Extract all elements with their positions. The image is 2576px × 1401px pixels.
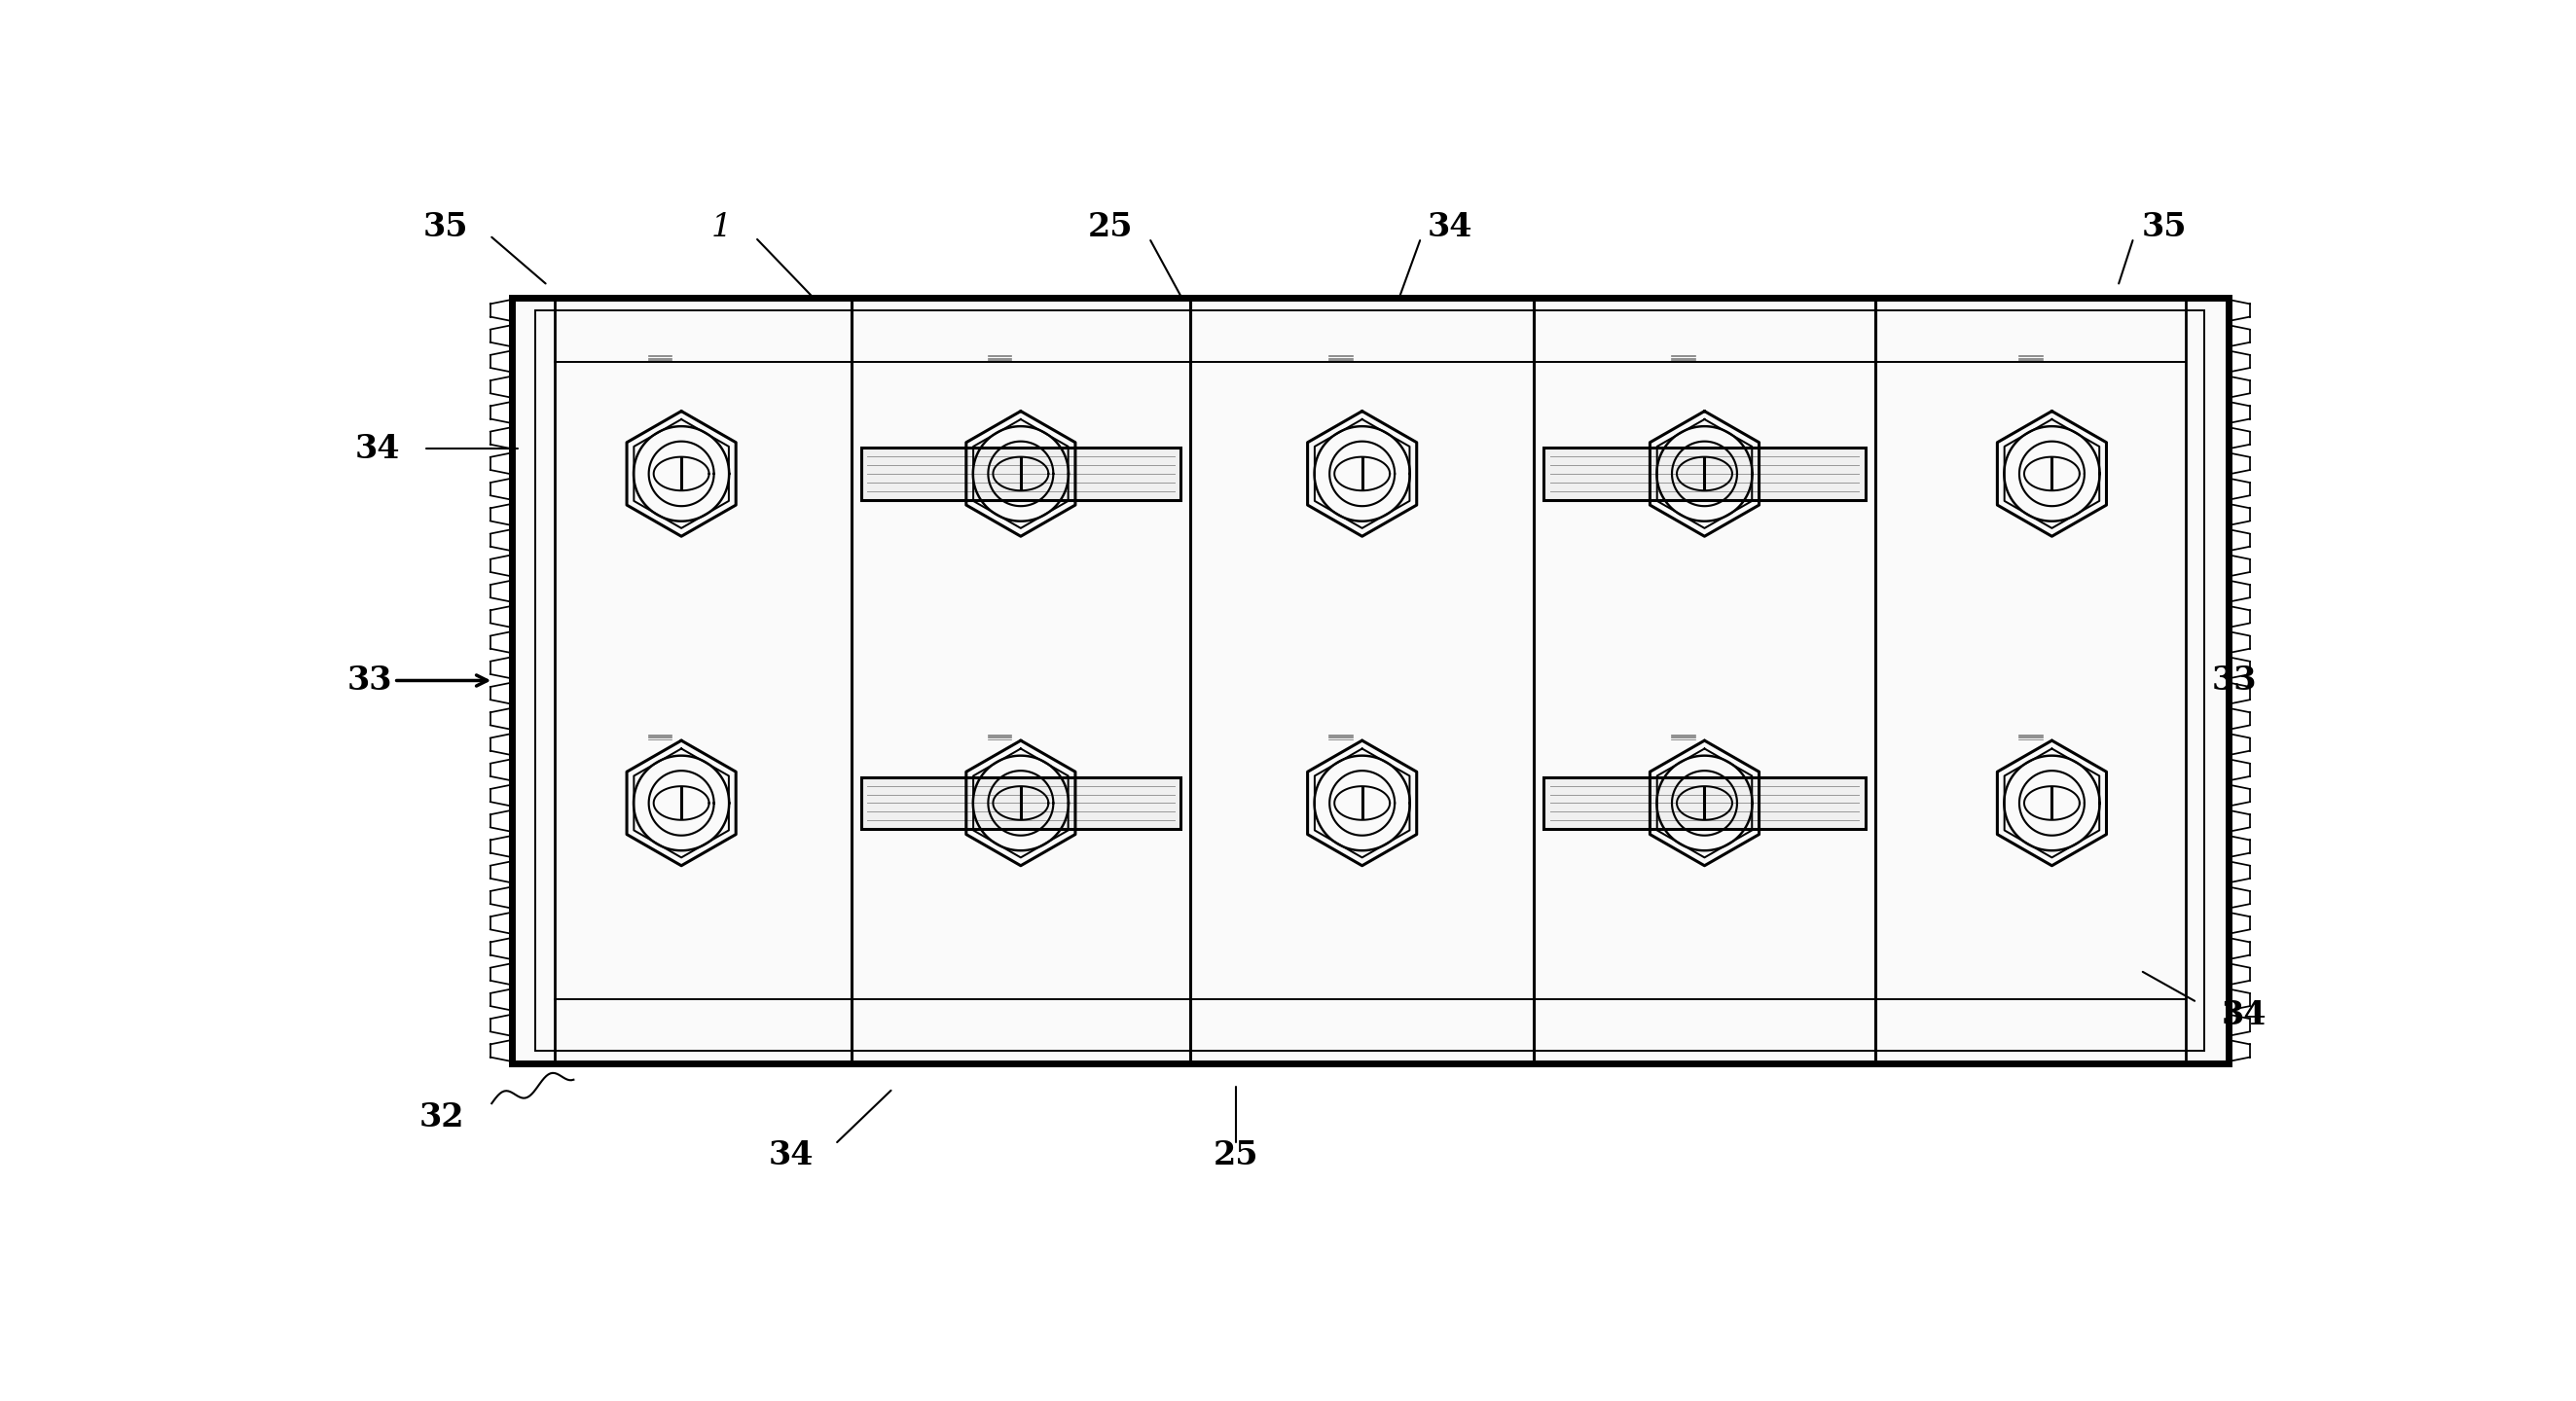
Text: 34: 34 — [355, 433, 399, 465]
Text: 32: 32 — [420, 1101, 464, 1133]
Text: 35: 35 — [2143, 212, 2187, 244]
Text: 25: 25 — [1213, 1139, 1260, 1171]
Text: 1: 1 — [711, 212, 732, 242]
Text: 34: 34 — [2223, 999, 2267, 1031]
Text: 33: 33 — [2213, 664, 2257, 696]
Text: 25: 25 — [1087, 212, 1133, 244]
Bar — [536, 311, 2205, 1051]
Bar — [1543, 778, 1865, 829]
Bar — [860, 448, 1180, 500]
Text: 34: 34 — [768, 1139, 814, 1171]
Bar — [513, 297, 2228, 1063]
Text: 33: 33 — [348, 664, 392, 696]
Bar — [1543, 448, 1865, 500]
Text: 34: 34 — [1427, 212, 1473, 244]
Text: 35: 35 — [422, 212, 469, 244]
Bar — [860, 778, 1180, 829]
